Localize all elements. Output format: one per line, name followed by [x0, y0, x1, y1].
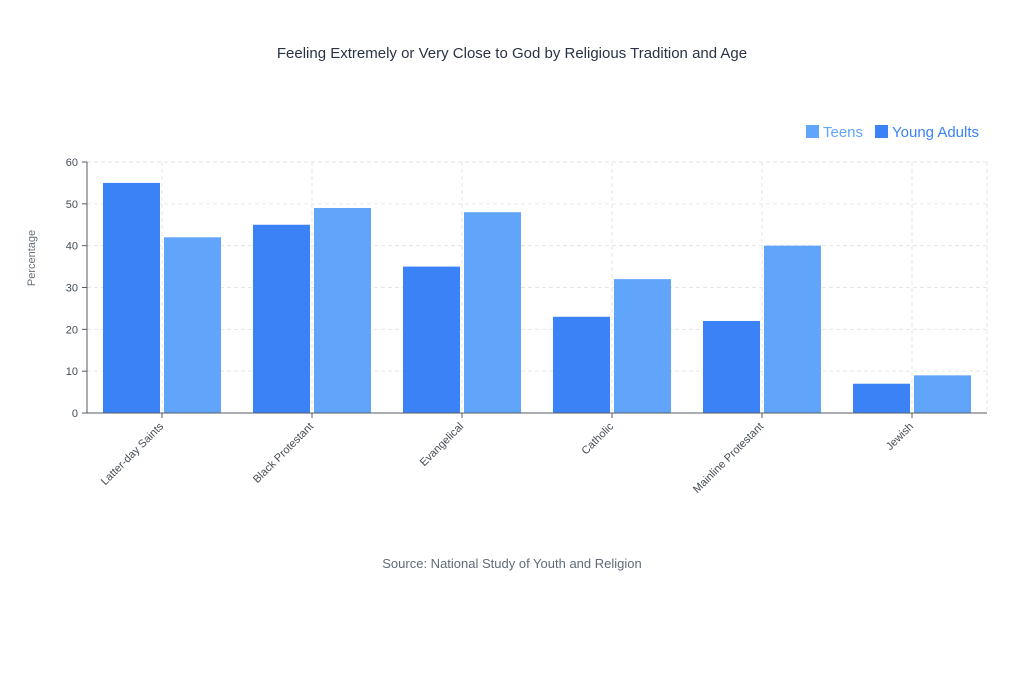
bar-teens[interactable]: Mainline Protestant — Teens: 40	[764, 245, 821, 413]
y-tick-labels: 0 10 20 30 40 50 60	[66, 157, 78, 420]
y-tick-label: 0	[72, 408, 78, 420]
y-tick-label: 50	[66, 199, 78, 211]
x-tick-label: Jewish	[884, 421, 916, 453]
y-tick-label: 20	[66, 324, 78, 336]
axes	[82, 161, 987, 418]
legend-label: Teens	[823, 124, 863, 141]
x-tick-label: Evangelical	[418, 421, 466, 469]
bar-teens[interactable]: Latter-day Saints — Teens: 42	[164, 237, 221, 413]
y-tick-label: 10	[66, 366, 78, 378]
x-tick-label: Latter-day Saints	[99, 420, 167, 488]
bar-teens[interactable]: Black Protestant — Teens: 49	[314, 208, 371, 413]
legend-swatch	[806, 125, 819, 138]
y-tick-label: 40	[66, 241, 78, 253]
bar-young-adults[interactable]: Jewish — Young Adults: 7	[853, 383, 910, 413]
bar-young-adults[interactable]: Black Protestant — Young Adults: 45	[253, 224, 310, 413]
bar-young-adults[interactable]: Evangelical — Young Adults: 35	[403, 266, 460, 413]
bar-teens[interactable]: Catholic — Teens: 32	[614, 279, 671, 413]
bar-young-adults[interactable]: Catholic — Young Adults: 23	[553, 316, 610, 413]
legend-item-young-adults[interactable]: Young Adults	[875, 124, 979, 141]
y-axis-label: Percentage	[26, 230, 38, 286]
chart-title: Feeling Extremely or Very Close to God b…	[277, 45, 747, 62]
x-tick-label: Black Protestant	[251, 421, 316, 486]
legend-item-teens[interactable]: Teens	[806, 124, 863, 141]
bar-teens[interactable]: Evangelical — Teens: 48	[464, 212, 521, 413]
legend-label: Young Adults	[892, 124, 979, 141]
x-tick-labels: Latter-day Saints Black Protestant Evangel…	[99, 420, 916, 495]
bar-teens[interactable]: Jewish — Teens: 9	[914, 375, 971, 413]
bar-young-adults[interactable]: Mainline Protestant — Young Adults: 22	[703, 320, 760, 413]
y-tick-label: 60	[66, 157, 78, 169]
gridlines	[87, 161, 988, 413]
y-tick-label: 30	[66, 283, 78, 295]
bars: Latter-day Saints — Young Adults: 55 Blac…	[103, 182, 971, 413]
bar-young-adults[interactable]: Latter-day Saints — Young Adults: 55	[103, 182, 160, 413]
legend-swatch	[875, 125, 888, 138]
x-tick-label: Mainline Protestant	[691, 421, 766, 496]
source-note: Source: National Study of Youth and Reli…	[382, 556, 641, 571]
x-tick-label: Catholic	[580, 420, 617, 457]
legend[interactable]: Teens Young Adults	[806, 124, 979, 141]
